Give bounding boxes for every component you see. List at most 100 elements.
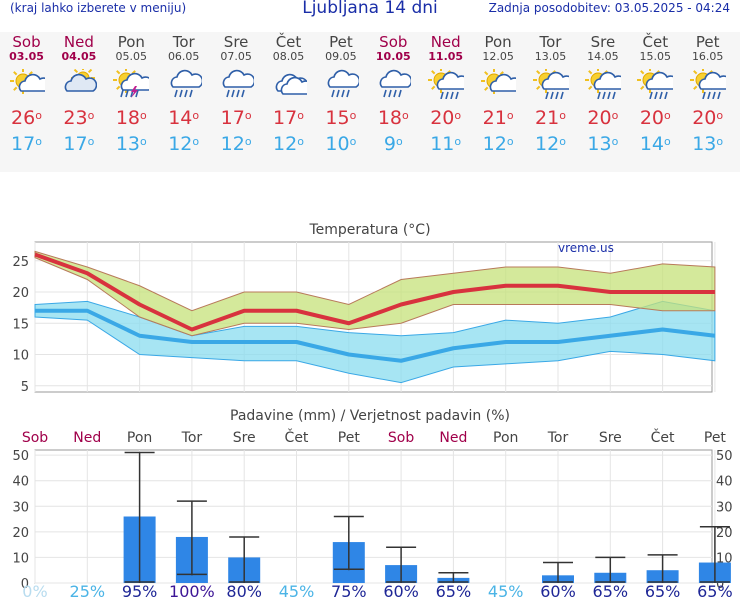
y-tick-label-right: 30 [716, 500, 733, 515]
day-name: Tor [172, 33, 195, 51]
min-temperature-value: 11 [430, 133, 455, 155]
probability-label: 65% [593, 582, 629, 600]
max-temperature: 26o [11, 107, 42, 129]
day-column: Ned 11.05 20o 11o [420, 32, 472, 172]
day-column: Pet 16.05 20o 13o [682, 32, 734, 172]
probability-label: 65% [645, 582, 681, 600]
day-name: Tor [539, 33, 562, 51]
y-tick-label: 10 [12, 349, 29, 364]
min-temperature-value: 17 [11, 133, 36, 155]
day-label: Tor [547, 430, 569, 446]
max-temperature: 17o [273, 107, 304, 129]
y-tick-label: 5 [21, 380, 29, 395]
cloud-sun-icon [64, 69, 97, 92]
day-label: Sob [388, 430, 414, 446]
sun-cloud-rain-icon [637, 69, 674, 99]
min-temperature-value: 12 [273, 133, 298, 155]
precipitation-chart: Padavine (mm) / Verjetnost padavin (%) So… [12, 408, 733, 600]
day-column: Sob 03.05 26o 17o [1, 32, 53, 172]
day-name: Ned [430, 33, 461, 51]
day-column: Čet 08.05 17o 12o [263, 32, 315, 172]
y-tick-label-right: 40 [716, 475, 733, 490]
day-name: Čet [642, 33, 669, 51]
sun-cloud-rain-icon [584, 69, 621, 99]
cloud-rain-icon [327, 69, 359, 98]
max-temperature-value: 26 [11, 107, 36, 129]
day-column: Sob 10.05 18o 9o [367, 32, 419, 172]
min-temperature: 9o [383, 133, 403, 155]
day-name: Pon [484, 33, 512, 51]
day-label: Čet [651, 428, 675, 446]
cloud-rain-icon [379, 69, 412, 98]
day-label: Tor [181, 430, 203, 446]
min-temperature-value: 9 [383, 133, 396, 155]
probability-label: 0% [22, 582, 47, 600]
day-column: Tor 13.05 21o 12o [525, 32, 577, 172]
max-temperature-value: 21 [482, 107, 507, 129]
header: (kraj lahko izberete v meniju) Ljubljana… [0, 0, 740, 22]
min-temperature-band [34, 300, 716, 384]
day-column: Tor 06.05 14o 12o [158, 32, 210, 172]
sun-storm-icon [113, 69, 150, 98]
day-column: Čet 15.05 20o 14o [629, 32, 681, 172]
probability-label: 60% [383, 582, 419, 600]
max-temperature-value: 20 [430, 107, 455, 129]
y-tick-label-right: 20 [716, 526, 733, 541]
day-column: Pon 05.05 18o 13o [105, 32, 157, 172]
max-temperature: 20o [587, 107, 619, 129]
day-date: 06.05 [167, 50, 200, 63]
y-tick-label-left: 10 [12, 551, 29, 566]
max-temperature-value: 17 [273, 107, 298, 129]
probability-label: 95% [122, 582, 158, 600]
min-temperature-value: 12 [535, 133, 560, 155]
temperature-chart: Temperatura (°C) 5 10 15 20 25 vreme.us [12, 222, 716, 395]
day-date: 10.05 [375, 50, 411, 63]
min-temperature-value: 13 [587, 133, 612, 155]
menu-hint: (kraj lahko izberete v meniju) [10, 1, 187, 15]
probability-label: 100% [169, 582, 215, 600]
day-name: Sre [590, 33, 616, 51]
y-tick-label-left: 50 [12, 449, 29, 464]
day-date: 07.05 [220, 50, 252, 63]
probability-label: 65% [697, 582, 733, 600]
page-title: Ljubljana 14 dni [302, 0, 438, 18]
max-temperature-value: 14 [168, 107, 193, 129]
min-temperature: 14o [639, 133, 671, 155]
max-temperature: 17o [220, 107, 252, 129]
day-date: 14.05 [587, 50, 619, 63]
min-temperature: 13o [115, 133, 147, 155]
y-tick-label: 15 [12, 317, 29, 332]
day-date: 09.05 [325, 50, 357, 63]
day-date: 12.05 [482, 50, 514, 63]
y-tick-label-left: 40 [12, 475, 29, 490]
min-temperature: 13o [692, 133, 724, 155]
max-temperature: 20o [692, 107, 724, 129]
probability-label: 65% [436, 582, 472, 600]
max-temperature-value: 20 [639, 107, 665, 129]
day-label: Sre [599, 430, 622, 446]
probability-label: 75% [331, 582, 367, 600]
day-label: Ned [73, 430, 101, 446]
day-name: Sob [12, 33, 41, 51]
day-name: Pon [117, 33, 145, 51]
max-temperature-value: 17 [220, 107, 245, 129]
sun-cloud-rain-icon [427, 69, 464, 99]
max-temperature: 15o [325, 107, 357, 129]
chart-title: Temperatura (°C) [308, 222, 430, 238]
min-temperature: 12o [168, 133, 200, 155]
cloud-rain-icon [222, 69, 255, 98]
probability-label: 25% [70, 582, 106, 600]
max-temperature-value: 23 [63, 107, 88, 129]
day-date: 13.05 [534, 50, 567, 63]
day-name: Čet [275, 33, 302, 51]
cloud-rain-icon [170, 69, 202, 98]
day-label: Ned [439, 430, 467, 446]
min-temperature: 12o [220, 133, 252, 155]
min-temperature: 11o [430, 133, 462, 155]
daily-forecast-strip: Sob 03.05 26o 17o Ned 04.05 23o 17o Pon 05.05 18o 1… [0, 32, 740, 172]
sun-cloud-rain-icon [689, 69, 726, 99]
y-tick-label: 25 [12, 255, 29, 270]
max-temperature-value: 20 [587, 107, 612, 129]
day-label: Pon [493, 430, 518, 446]
day-name: Sre [223, 33, 249, 51]
